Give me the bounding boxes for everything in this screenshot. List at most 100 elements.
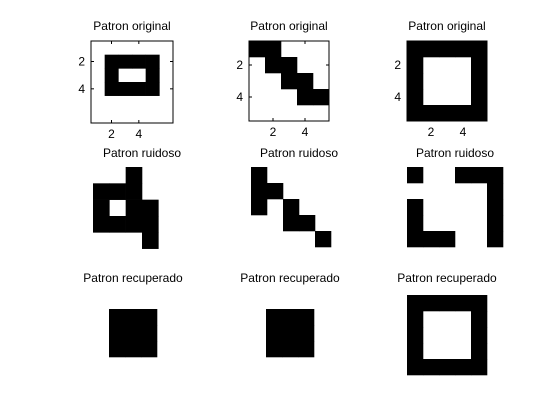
heatmap-cell [141,325,158,342]
heatmap-cell [282,341,299,358]
heatmap-cells [104,54,160,96]
heatmap-cell [407,231,424,248]
y-tick-label: 2 [78,55,85,69]
heatmap-cell [93,199,110,217]
heatmap-cells [251,167,332,248]
subplot-title: Patron ruidoso [260,146,338,160]
x-tick-label: 2 [108,127,115,141]
heatmap-cell [455,105,472,122]
heatmap-cell [251,167,268,184]
subplot-5: Patron ruidoso [251,146,338,248]
subplot-title: Patron ruidoso [103,146,181,160]
heatmap-cell [471,89,488,106]
heatmap-cell [118,54,133,69]
heatmap-cell [141,341,158,358]
y-tick-label: 4 [394,90,401,104]
y-tick-label: 2 [236,58,243,72]
heatmap-cell [407,73,424,90]
heatmap-cell [281,57,298,74]
heatmap-cell [132,82,146,96]
heatmap-cell [455,167,472,184]
heatmap-cell [125,216,143,233]
heatmap-cell [109,325,126,342]
heatmap-cell [471,295,488,312]
heatmap-cell [407,311,424,328]
heatmap-cell [471,105,488,122]
heatmap-cell [282,309,299,326]
heatmap-cell [407,215,424,232]
heatmap-cells [407,41,488,122]
heatmap-cell [297,73,314,90]
subplot-8: Patron recuperado [240,271,340,358]
heatmap-cell [109,183,126,200]
axes-box [90,40,174,124]
x-tick-label: 2 [428,125,435,139]
heatmap-cell [266,325,283,342]
x-tick-label: 4 [460,125,467,139]
heatmap-cell [407,327,424,344]
heatmap-cell [407,167,424,184]
y-tick-label: 4 [236,90,243,104]
y-tick-label: 4 [78,82,85,96]
heatmap-cell [118,82,133,96]
heatmap-cell [455,295,472,312]
heatmap-cell [439,359,456,376]
heatmap-cell [267,183,284,200]
heatmap-cell [298,309,315,326]
heatmap-cell [471,73,488,90]
axes-box [406,40,488,122]
heatmap-cell [145,82,160,96]
subplot-title: Patron recuperado [240,271,340,285]
heatmap-cell [487,199,504,216]
heatmap-cell [407,105,424,122]
heatmap-cell [266,309,283,326]
heatmap-cell [471,167,488,184]
y-tick-label: 2 [394,58,401,72]
heatmap-cells [93,167,159,249]
subplot-9: Patron recuperado [397,271,497,376]
heatmap-cell [455,359,472,376]
heatmap-cell [125,309,142,326]
x-tick-label: 2 [270,125,277,139]
subplot-title: Patron original [408,19,485,33]
heatmap-cell [93,216,110,233]
heatmap-cell [125,167,143,184]
subplot-title: Patron original [93,19,170,33]
heatmap-cell [251,183,268,200]
heatmap-cell [471,327,488,344]
x-tick-label: 4 [135,127,142,141]
heatmap-cell [407,295,424,312]
heatmap-cell [145,68,160,83]
heatmap-cell [455,41,472,58]
heatmap-cell [265,57,282,74]
heatmap-cell [283,199,300,216]
heatmap-cell [471,359,488,376]
subplot-7: Patron recuperado [83,271,183,358]
subplot-title: Patron original [250,19,327,33]
heatmap-cell [125,183,143,200]
axes-box [248,40,330,122]
heatmap-cell [471,41,488,58]
heatmap-cell [439,295,456,312]
subplot-title: Patron ruidoso [416,146,494,160]
heatmap-cell [439,105,456,122]
subplot-2: Patron original 2 4 2 4 [236,19,330,139]
heatmap-cell [282,325,299,342]
heatmap-cell [283,215,300,232]
heatmap-cells [109,309,158,358]
heatmap-cell [249,41,266,58]
heatmap-cell [266,341,283,358]
heatmap-cell [297,89,314,106]
heatmap-cell [439,231,456,248]
heatmap-cell [93,183,110,200]
heatmap-cell [141,309,158,326]
subplot-4: Patron ruidoso [93,146,181,249]
heatmap-cell [142,232,159,249]
heatmap-cell [407,199,424,216]
heatmap-cell [251,199,268,216]
heatmap-cells [407,295,488,376]
x-tick-label: 4 [302,125,309,139]
heatmap-cell [423,359,440,376]
heatmap-cell [407,89,424,106]
heatmap-cell [471,311,488,328]
